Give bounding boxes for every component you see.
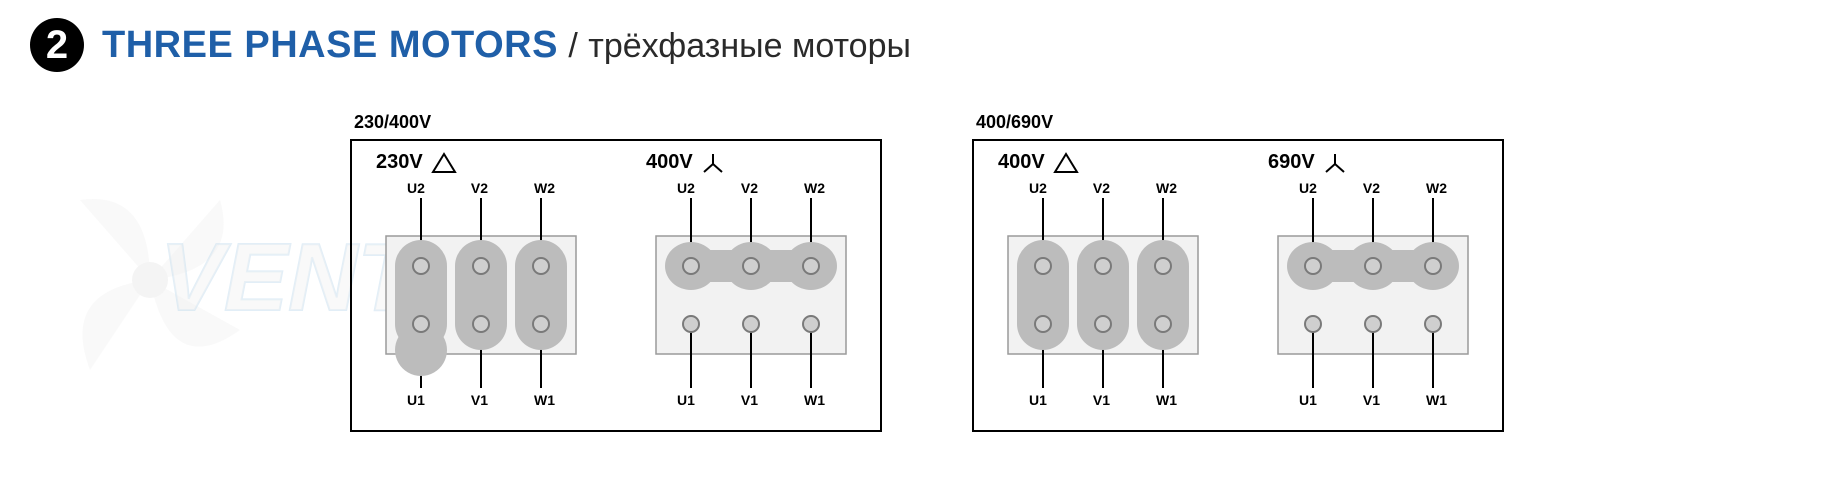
terminal-label: V1 xyxy=(1093,392,1110,408)
terminal-label: U1 xyxy=(407,392,425,408)
top-terminal-labels: U2 V2 W2 xyxy=(1029,180,1177,196)
star-diagram xyxy=(1268,198,1478,388)
terminal-label: U2 xyxy=(407,180,425,196)
terminal-label: W1 xyxy=(534,392,555,408)
section-number-badge: 2 xyxy=(30,18,84,72)
terminal-label: V1 xyxy=(741,392,758,408)
diagram-400v-star: 400V U2 V2 W2 xyxy=(646,151,856,408)
terminal-label: U1 xyxy=(677,392,695,408)
terminal-label: U2 xyxy=(677,180,695,196)
section-title: THREE PHASE MOTORS / трёхфазные моторы xyxy=(102,24,911,67)
terminal-label: U2 xyxy=(1029,180,1047,196)
voltage-label: 230V xyxy=(376,151,423,174)
section-header: 2 THREE PHASE MOTORS / трёхфазные моторы xyxy=(0,0,1840,82)
delta-diagram xyxy=(376,198,586,388)
title-english: THREE PHASE MOTORS xyxy=(102,24,558,66)
diagram-box: 230V U2 V2 W2 xyxy=(350,139,882,432)
group-label: 400/690V xyxy=(976,112,1504,133)
diagram-400v-delta: 400V U2 V2 W2 xyxy=(998,151,1208,408)
group-label: 230/400V xyxy=(354,112,882,133)
terminal-label: U2 xyxy=(1299,180,1317,196)
terminal-label: V2 xyxy=(741,180,758,196)
bottom-terminal-labels: U1 V1 W1 xyxy=(1029,392,1177,408)
terminal-label: W2 xyxy=(534,180,555,196)
terminal-label: W1 xyxy=(804,392,825,408)
delta-icon xyxy=(431,152,457,174)
terminal-label: W2 xyxy=(804,180,825,196)
terminal-label: W2 xyxy=(1156,180,1177,196)
section-number: 2 xyxy=(46,23,68,68)
delta-icon xyxy=(1053,152,1079,174)
terminal-label: V2 xyxy=(1093,180,1110,196)
diagram-content: 230/400V 230V U2 V2 W2 xyxy=(0,82,1840,432)
top-terminal-labels: U2 V2 W2 xyxy=(1299,180,1447,196)
voltage-label: 400V xyxy=(646,151,693,174)
bottom-terminal-labels: U1 V1 W1 xyxy=(407,392,555,408)
title-separator: / xyxy=(568,27,577,65)
star-icon xyxy=(1323,152,1347,174)
diagram-230v-delta: 230V U2 V2 W2 xyxy=(376,151,586,408)
voltage-row: 690V xyxy=(1268,151,1347,174)
terminal-label: W2 xyxy=(1426,180,1447,196)
terminal-label: V2 xyxy=(1363,180,1380,196)
voltage-row: 230V xyxy=(376,151,457,174)
top-terminal-labels: U2 V2 W2 xyxy=(407,180,555,196)
title-russian: трёхфазные моторы xyxy=(588,27,911,65)
star-diagram xyxy=(646,198,856,388)
diagram-690v-star: 690V U2 V2 W2 xyxy=(1268,151,1478,408)
terminal-label: V1 xyxy=(1363,392,1380,408)
voltage-label: 690V xyxy=(1268,151,1315,174)
star-icon xyxy=(701,152,725,174)
terminal-label: V2 xyxy=(471,180,488,196)
terminal-label: W1 xyxy=(1156,392,1177,408)
terminal-label: U1 xyxy=(1299,392,1317,408)
delta-diagram xyxy=(998,198,1208,388)
terminal-label: V1 xyxy=(471,392,488,408)
diagram-box: 400V U2 V2 W2 xyxy=(972,139,1504,432)
bottom-terminal-labels: U1 V1 W1 xyxy=(1299,392,1447,408)
top-terminal-labels: U2 V2 W2 xyxy=(677,180,825,196)
terminal-label: U1 xyxy=(1029,392,1047,408)
voltage-row: 400V xyxy=(646,151,725,174)
voltage-group-2: 400/690V 400V U2 V2 W2 xyxy=(972,112,1504,432)
voltage-row: 400V xyxy=(998,151,1079,174)
voltage-label: 400V xyxy=(998,151,1045,174)
voltage-group-1: 230/400V 230V U2 V2 W2 xyxy=(350,112,882,432)
bottom-terminal-labels: U1 V1 W1 xyxy=(677,392,825,408)
terminal-label: W1 xyxy=(1426,392,1447,408)
